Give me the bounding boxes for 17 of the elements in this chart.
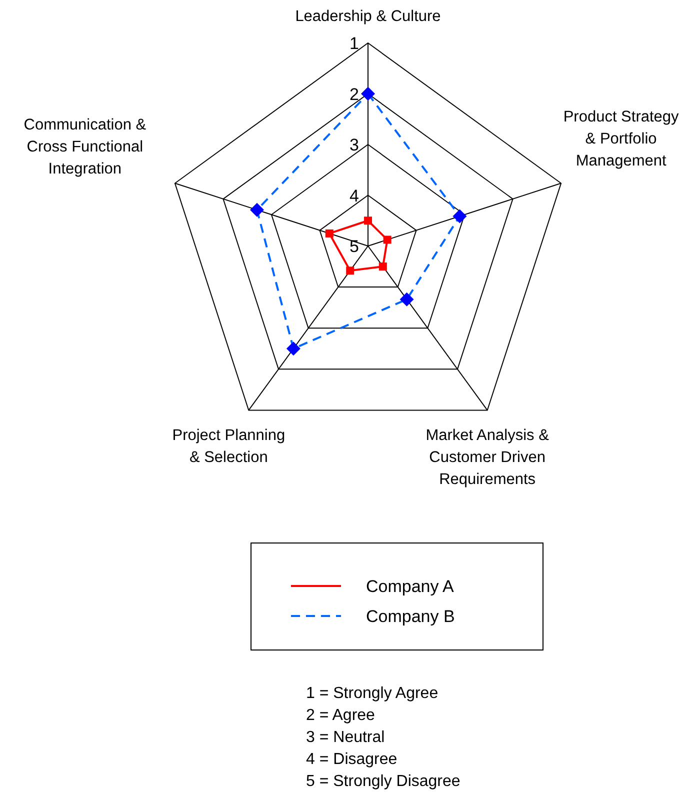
text: 3 = Neutral [306, 729, 385, 746]
spoke-label: Project Planning & Selection [172, 427, 286, 466]
spoke-label: Product Strategy & Portfolio Management [563, 108, 680, 170]
text: 4 = Disagree [306, 751, 398, 768]
text: 5 = Strongly Disagree [306, 773, 460, 790]
text: 1 = Strongly Agree [306, 685, 438, 702]
y-tick-label: 1 [350, 34, 359, 53]
y-tick-label: 4 [350, 186, 359, 206]
y-tick-label: 2 [350, 84, 359, 104]
spoke-label: Market Analysis & Customer Driven Requirements [426, 427, 550, 488]
legend-label: Company A [366, 577, 455, 596]
text: 2 = Agree [306, 707, 376, 724]
y-tick-label: 3 [350, 136, 359, 154]
spoke-label: Communication & Cross Functional Integration [24, 116, 147, 178]
y-tick-label: 5 [350, 237, 359, 256]
spoke-label: Leadership & Culture [295, 8, 441, 25]
legend-label: Company B [366, 607, 455, 626]
